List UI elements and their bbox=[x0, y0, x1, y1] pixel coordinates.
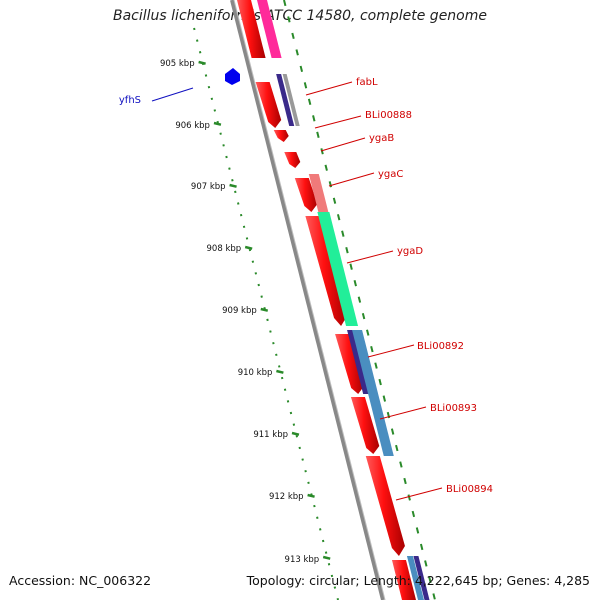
scale-tick-label: 907 kbp bbox=[191, 182, 226, 192]
accession-text: Accession: NC_006322 bbox=[9, 573, 152, 588]
scale-tick bbox=[322, 555, 331, 560]
gene-label: yfhS bbox=[119, 95, 141, 106]
cds-gene bbox=[284, 152, 301, 168]
gene-label: fabL bbox=[356, 77, 378, 88]
gene-leader-line bbox=[367, 344, 415, 358]
cds-gene bbox=[237, 0, 266, 58]
scale-tick-label: 911 kbp bbox=[253, 430, 288, 440]
scale-tick-label: 905 kbp bbox=[160, 59, 195, 69]
backbone-highlight bbox=[233, 0, 386, 600]
reverse-gene-marker bbox=[225, 68, 240, 85]
scale-tick bbox=[198, 60, 206, 65]
label-layer: yfhS fabL BLi00888 ygaB ygaC ygaD BLi00892 BLi0… bbox=[119, 77, 493, 501]
topology-text: Topology: circular; Length: 4,222,645 bp… bbox=[246, 573, 590, 588]
gene-leader-line bbox=[395, 487, 443, 501]
scale-tick-label: 910 kbp bbox=[238, 368, 273, 378]
gene-leader-line bbox=[320, 137, 366, 152]
cds-gene bbox=[294, 178, 318, 212]
map-title: Bacillus licheniformis ATCC 14580, compl… bbox=[113, 8, 487, 24]
gene-label: BLi00893 bbox=[430, 403, 477, 414]
gene-leader-line bbox=[328, 172, 375, 187]
scale-tick bbox=[229, 183, 237, 188]
cds-gene bbox=[365, 456, 405, 556]
gene-leader-line bbox=[305, 81, 353, 96]
cog-feature bbox=[352, 330, 394, 456]
scale-tick-label: 909 kbp bbox=[222, 306, 257, 316]
cds-gene bbox=[305, 216, 348, 326]
gene-label: ygaB bbox=[369, 133, 394, 144]
gene-label: BLi00888 bbox=[365, 110, 412, 121]
feature-layer bbox=[225, 0, 430, 600]
gene-leader-line bbox=[314, 115, 362, 129]
cog-feature bbox=[282, 74, 300, 126]
cog-feature bbox=[276, 74, 295, 126]
cds-gene bbox=[350, 397, 380, 454]
cds-gene bbox=[273, 130, 289, 142]
scale-tick-label: 913 kbp bbox=[285, 555, 320, 565]
scale-tick bbox=[307, 493, 315, 498]
backbone-layer bbox=[230, 0, 386, 600]
scale-tick bbox=[244, 245, 253, 250]
gene-label: ygaC bbox=[378, 169, 403, 180]
scale-tick-label: 906 kbp bbox=[175, 121, 210, 131]
gene-label: BLi00894 bbox=[446, 484, 493, 495]
gene-leader-line bbox=[151, 87, 194, 102]
backbone-line bbox=[230, 0, 385, 600]
cog-feature bbox=[413, 556, 430, 600]
cog-feature bbox=[406, 556, 425, 600]
scale-tick bbox=[291, 431, 300, 436]
scale-tick bbox=[213, 121, 222, 126]
cog-feature bbox=[308, 174, 329, 212]
gene-label: ygaD bbox=[397, 246, 423, 257]
cds-gene bbox=[391, 560, 417, 600]
gene-label: BLi00892 bbox=[417, 341, 464, 352]
outer-tick-line bbox=[283, 0, 436, 600]
scale-tick bbox=[260, 307, 269, 312]
cds-gene bbox=[255, 82, 282, 128]
scale-tick bbox=[276, 369, 284, 374]
cog-feature bbox=[257, 0, 282, 58]
cog-feature bbox=[317, 212, 359, 326]
cds-gene bbox=[335, 334, 365, 394]
tick-layer: 905 kbp 906 kbp 907 kbp 908 kbp 909 kbp 910 k… bbox=[160, 0, 436, 600]
gene-leader-line bbox=[346, 250, 394, 264]
scale-tick-label: 908 kbp bbox=[207, 244, 242, 254]
scale-tick-label: 912 kbp bbox=[269, 492, 304, 502]
gene-leader-line bbox=[379, 406, 427, 420]
